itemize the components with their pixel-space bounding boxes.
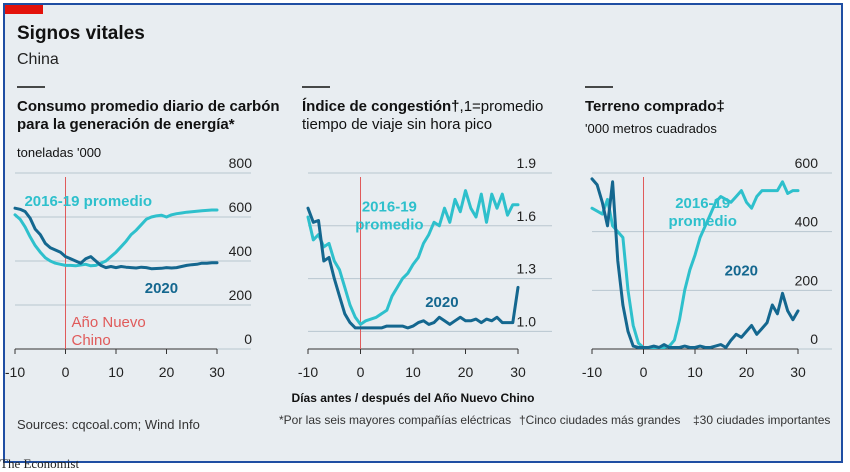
y-tick-label: 200 xyxy=(229,287,253,303)
y-tick-label: 400 xyxy=(229,243,253,259)
series-label-avg: 2016-19 xyxy=(362,199,417,216)
x-tick-label: 20 xyxy=(458,364,474,380)
x-tick-label: -10 xyxy=(5,364,25,380)
x-tick-label: 0 xyxy=(640,364,648,380)
series-line-avg xyxy=(13,208,219,268)
x-tick-label: 0 xyxy=(62,364,70,380)
y-tick-label: 800 xyxy=(229,155,253,171)
y-tick-label: 600 xyxy=(795,155,819,171)
x-tick-label: -10 xyxy=(298,364,318,380)
footnote-2: †Cinco ciudades más grandes xyxy=(519,413,680,427)
panel1-title-line1: Consumo promedio diario de carbón xyxy=(17,98,280,115)
series-label-avg: 2016-19 promedio xyxy=(24,193,152,210)
panel1-title-line2: para la generación de energía* xyxy=(17,116,235,133)
sources: Sources: cqcoal.com; Wind Info xyxy=(17,417,200,432)
y-tick-label: 0 xyxy=(244,331,252,347)
panel2-title-line1: Índice de congestión†,1=promedio xyxy=(302,98,543,115)
series-label-avg: promedio xyxy=(355,217,423,234)
series-line-2020 xyxy=(306,206,520,330)
series-line-2020 xyxy=(13,206,219,271)
x-tick-label: 10 xyxy=(687,364,703,380)
x-tick-label: 0 xyxy=(357,364,365,380)
y-tick-label: 1.6 xyxy=(517,208,537,224)
y-tick-label: 1.0 xyxy=(517,313,537,329)
footnote-1: *Por las seis mayores compañías eléctric… xyxy=(279,413,511,427)
y-tick-label: 400 xyxy=(795,214,819,230)
chart-frame: Signos vitales China Consumo promedio di… xyxy=(3,3,843,463)
brand-wordmark: The Economist xyxy=(0,456,80,471)
y-tick-label: 1.3 xyxy=(517,261,537,277)
panel2-title-rest: ,1=promedio xyxy=(460,98,544,115)
panel3-title: Terreno comprado‡ xyxy=(585,98,725,115)
series-line-avg xyxy=(590,180,800,349)
x-tick-label: 10 xyxy=(108,364,124,380)
x-tick-label: 30 xyxy=(209,364,225,380)
series-label-2020: 2020 xyxy=(725,263,758,280)
series-label-2020: 2020 xyxy=(425,294,458,311)
zero-day-label: Chino xyxy=(72,332,111,349)
panel2-title-line2: tiempo de viaje sin hora pico xyxy=(302,116,492,133)
x-tick-label: 20 xyxy=(739,364,755,380)
panel1-unit: toneladas '000 xyxy=(17,145,101,160)
zero-day-label: Año Nuevo xyxy=(72,314,146,331)
y-tick-label: 600 xyxy=(229,199,253,215)
x-tick-label: 10 xyxy=(405,364,421,380)
page-title: Signos vitales xyxy=(17,23,145,44)
series-label-2020: 2020 xyxy=(145,280,178,297)
panel3-unit: '000 metros cuadrados xyxy=(585,121,717,136)
page-subtitle: China xyxy=(17,51,59,68)
charts-svg: Consumo promedio diario de carbón para l… xyxy=(5,86,832,432)
brand-accent-bar xyxy=(5,5,43,14)
panel2-title-bold: Índice de congestión† xyxy=(302,98,460,115)
y-tick-label: 0 xyxy=(810,331,818,347)
x-tick-label: 20 xyxy=(159,364,175,380)
x-axis-label: Días antes / después del Año Nuevo Chino xyxy=(292,391,535,405)
x-tick-label: 30 xyxy=(790,364,806,380)
y-tick-label: 200 xyxy=(795,272,819,288)
series-line-2020 xyxy=(590,177,800,349)
y-tick-label: 1.9 xyxy=(517,155,537,171)
series-label-avg: promedio xyxy=(669,213,737,230)
footnote-3: ‡30 ciudades importantes xyxy=(693,413,830,427)
x-tick-label: 30 xyxy=(510,364,526,380)
x-tick-label: -10 xyxy=(582,364,602,380)
series-label-avg: 2016-19 xyxy=(675,195,730,212)
series-line-avg xyxy=(306,189,520,326)
